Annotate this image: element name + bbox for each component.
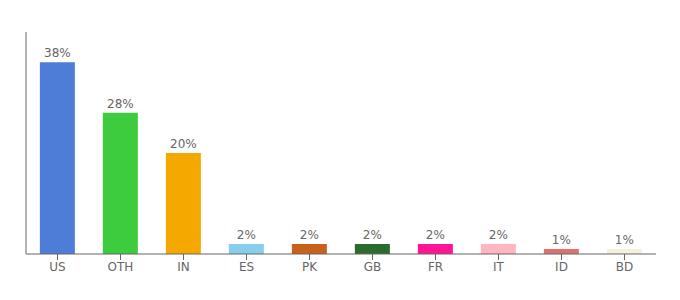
svg-text:2%: 2% [426, 228, 445, 242]
svg-text:PK: PK [302, 260, 318, 274]
svg-text:ID: ID [555, 260, 568, 274]
svg-text:2%: 2% [300, 228, 319, 242]
svg-text:20%: 20% [170, 137, 197, 151]
svg-text:ES: ES [239, 260, 254, 274]
svg-text:US: US [49, 260, 65, 274]
svg-text:28%: 28% [107, 97, 134, 111]
svg-text:FR: FR [428, 260, 443, 274]
svg-text:2%: 2% [489, 228, 508, 242]
svg-text:38%: 38% [44, 46, 71, 60]
svg-text:1%: 1% [615, 233, 634, 247]
svg-text:BD: BD [616, 260, 633, 274]
svg-text:IT: IT [493, 260, 505, 274]
svg-text:OTH: OTH [108, 260, 134, 274]
svg-text:1%: 1% [552, 233, 571, 247]
svg-text:2%: 2% [237, 228, 256, 242]
svg-text:GB: GB [364, 260, 382, 274]
svg-text:IN: IN [177, 260, 190, 274]
svg-text:2%: 2% [363, 228, 382, 242]
